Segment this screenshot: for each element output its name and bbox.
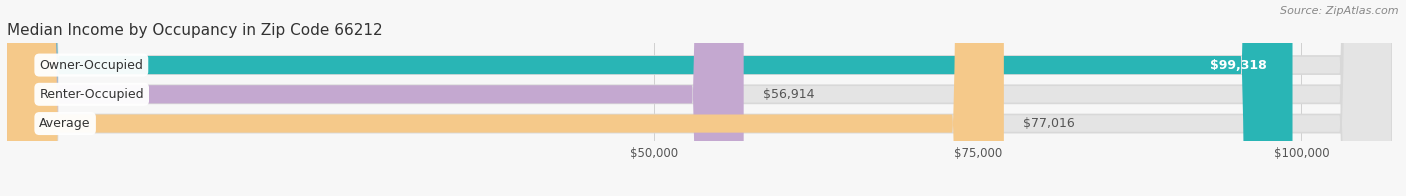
FancyBboxPatch shape xyxy=(7,0,744,196)
Text: Median Income by Occupancy in Zip Code 66212: Median Income by Occupancy in Zip Code 6… xyxy=(7,23,382,38)
Text: Average: Average xyxy=(39,117,91,130)
Text: $99,318: $99,318 xyxy=(1211,59,1267,72)
FancyBboxPatch shape xyxy=(7,0,1392,196)
Text: $56,914: $56,914 xyxy=(763,88,814,101)
FancyBboxPatch shape xyxy=(7,0,1392,196)
Text: Owner-Occupied: Owner-Occupied xyxy=(39,59,143,72)
Text: Renter-Occupied: Renter-Occupied xyxy=(39,88,143,101)
Text: $77,016: $77,016 xyxy=(1024,117,1076,130)
FancyBboxPatch shape xyxy=(7,0,1392,196)
FancyBboxPatch shape xyxy=(7,0,1292,196)
FancyBboxPatch shape xyxy=(7,0,1004,196)
Text: Source: ZipAtlas.com: Source: ZipAtlas.com xyxy=(1281,6,1399,16)
